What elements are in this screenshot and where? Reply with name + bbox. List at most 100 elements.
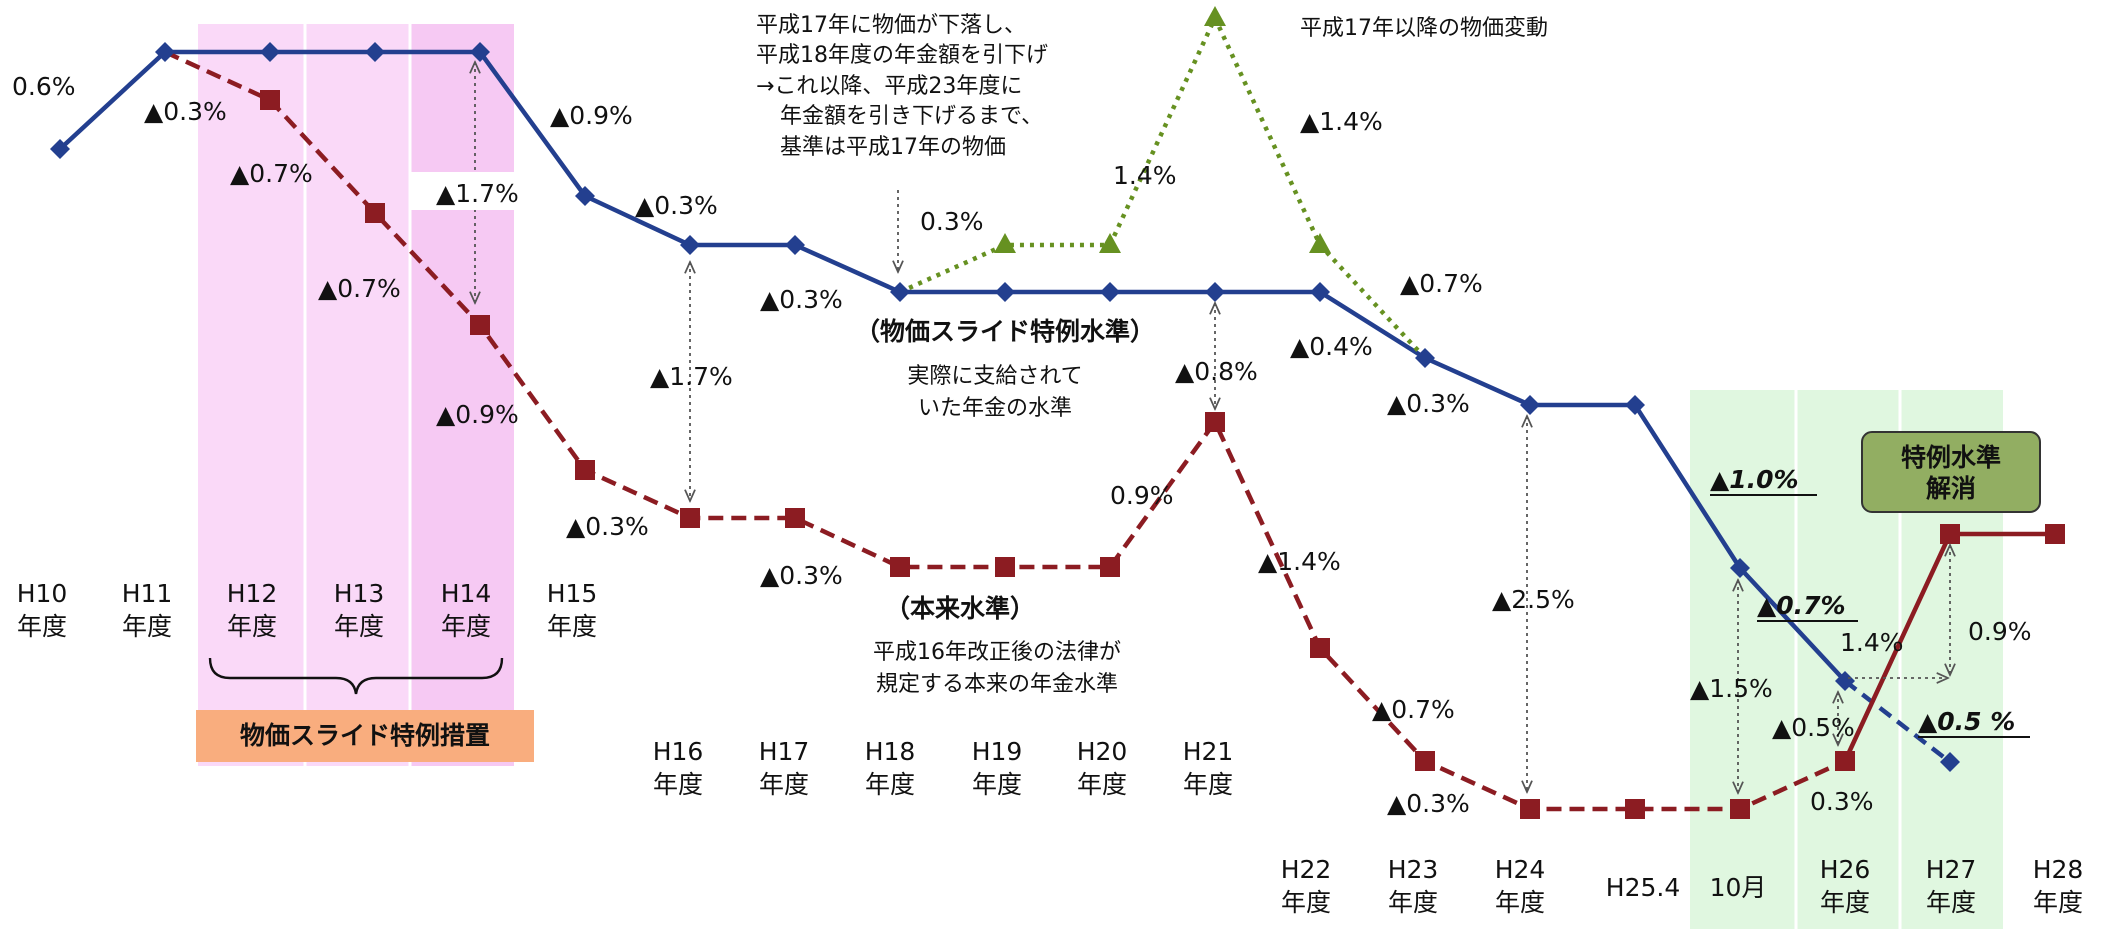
- rate-label: ▲0.3%: [760, 561, 843, 590]
- x-tick-label: 年度: [1820, 888, 1870, 917]
- rate-label: ▲0.7%: [1757, 591, 1846, 620]
- rate-label: 1.4%: [1113, 161, 1177, 190]
- x-tick-label: 年度: [227, 612, 277, 641]
- x-tick-label: H19: [972, 737, 1023, 766]
- data-point: [1940, 752, 1960, 772]
- rate-label: ▲0.3%: [566, 512, 649, 541]
- note-line: →これ以降、平成23年度に: [756, 74, 1022, 99]
- x-tick-label: H27: [1926, 855, 1977, 884]
- x-tick-label: H13: [334, 579, 385, 608]
- x-tick-label: H20: [1077, 737, 1128, 766]
- data-point: [2045, 524, 2065, 544]
- data-point: [1730, 558, 1750, 578]
- markers-price-change: [994, 6, 1331, 253]
- x-axis-labels: H10 年度 H11 年度 H12 年度 H13 年度 H14 年度 H15 年…: [17, 579, 2084, 917]
- data-point: [1940, 524, 1960, 544]
- data-point: [1100, 557, 1120, 577]
- data-point: [1730, 799, 1750, 819]
- data-point: [1204, 6, 1226, 26]
- series-line-special: [58, 49, 1847, 683]
- x-tick-label: H23: [1388, 855, 1439, 884]
- rate-label: ▲0.3%: [144, 97, 227, 126]
- data-point: [1835, 751, 1855, 771]
- x-tick-label: 10月: [1710, 873, 1767, 902]
- special-measure-label: 物価スライド特例措置: [240, 721, 490, 750]
- data-point: [1520, 395, 1540, 415]
- data-point: [575, 460, 595, 480]
- series-caption-special: 実際に支給されて: [907, 364, 1082, 389]
- rate-label: ▲1.4%: [1258, 547, 1341, 576]
- data-point: [1625, 395, 1645, 415]
- x-tick-label: 年度: [1926, 888, 1976, 917]
- x-tick-label: 年度: [2033, 888, 2083, 917]
- data-point: [1625, 799, 1645, 819]
- data-point: [1415, 348, 1435, 368]
- rate-label: ▲1.0%: [1710, 465, 1799, 494]
- data-point: [1100, 282, 1120, 302]
- series-caption-special: いた年金の水準: [918, 396, 1072, 421]
- data-point: [995, 282, 1015, 302]
- data-point: [365, 203, 385, 223]
- rate-label: ▲1.7%: [436, 179, 519, 208]
- x-tick-label: H12: [227, 579, 278, 608]
- rate-label: ▲0.3%: [1387, 789, 1470, 818]
- rate-label: ▲0.5 %: [1918, 707, 2015, 736]
- x-tick-label: 年度: [1388, 888, 1438, 917]
- data-point: [1099, 233, 1121, 253]
- x-tick-label: H10: [17, 579, 68, 608]
- x-tick-label: H21: [1183, 737, 1234, 766]
- data-point: [260, 90, 280, 110]
- x-tick-label: H17: [759, 737, 810, 766]
- special-measure-band-h14: [410, 24, 514, 766]
- note-line: 基準は平成17年の物価: [780, 135, 1006, 160]
- rate-label: ▲1.5%: [1690, 674, 1773, 703]
- series-line-special-projection: [1843, 679, 1952, 764]
- series-caption-original: 平成16年改正後の法律が: [873, 640, 1121, 665]
- data-point: [680, 235, 700, 255]
- x-tick-label: 年度: [972, 770, 1022, 799]
- x-tick-label: H28: [2033, 855, 2084, 884]
- special-measure-label-box: [196, 710, 534, 762]
- data-point: [785, 508, 805, 528]
- markers-special: [50, 42, 1960, 772]
- markers-original: [260, 90, 2065, 819]
- x-tick-label: 年度: [1495, 888, 1545, 917]
- rate-label: 1.4%: [1840, 628, 1904, 657]
- rate-label: ▲0.3%: [760, 285, 843, 314]
- resolved-badge-line: 特例水準: [1901, 443, 2001, 472]
- rate-label: 0.3%: [920, 207, 984, 236]
- rate-label: 0.3%: [1810, 787, 1874, 816]
- x-tick-label: 年度: [1077, 770, 1127, 799]
- data-point: [890, 282, 910, 302]
- x-tick-label: 年度: [441, 612, 491, 641]
- x-tick-label: 年度: [547, 612, 597, 641]
- data-point: [470, 42, 490, 62]
- data-point: [470, 315, 490, 335]
- x-tick-label: 年度: [334, 612, 384, 641]
- rate-label: ▲0.8%: [1175, 357, 1258, 386]
- x-tick-label: 年度: [1183, 770, 1233, 799]
- rate-label: ▲0.7%: [1372, 695, 1455, 724]
- x-tick-label: H25.4: [1606, 873, 1680, 902]
- rate-label: ▲0.9%: [550, 101, 633, 130]
- data-point: [995, 557, 1015, 577]
- data-point: [890, 557, 910, 577]
- x-tick-label: H22: [1281, 855, 1332, 884]
- x-tick-label: 年度: [17, 612, 67, 641]
- data-point: [680, 508, 700, 528]
- series-caption-original: 規定する本来の年金水準: [876, 672, 1118, 697]
- data-point: [365, 42, 385, 62]
- price-drop-note: 平成17年に物価が下落し、 平成18年度の年金額を引下げ →これ以降、平成23年…: [756, 13, 1048, 160]
- rate-label: ▲0.9%: [436, 400, 519, 429]
- data-point: [575, 186, 595, 206]
- series-name-price-change: 平成17年以降の物価変動: [1300, 16, 1548, 41]
- label-backdrop: [410, 172, 514, 210]
- x-tick-label: H14: [441, 579, 492, 608]
- rate-label: ▲0.3%: [1387, 389, 1470, 418]
- rate-label: ▲0.4%: [1290, 332, 1373, 361]
- data-point: [50, 139, 70, 159]
- x-tick-label: 年度: [653, 770, 703, 799]
- x-tick-label: H24: [1495, 855, 1546, 884]
- data-point: [994, 233, 1016, 253]
